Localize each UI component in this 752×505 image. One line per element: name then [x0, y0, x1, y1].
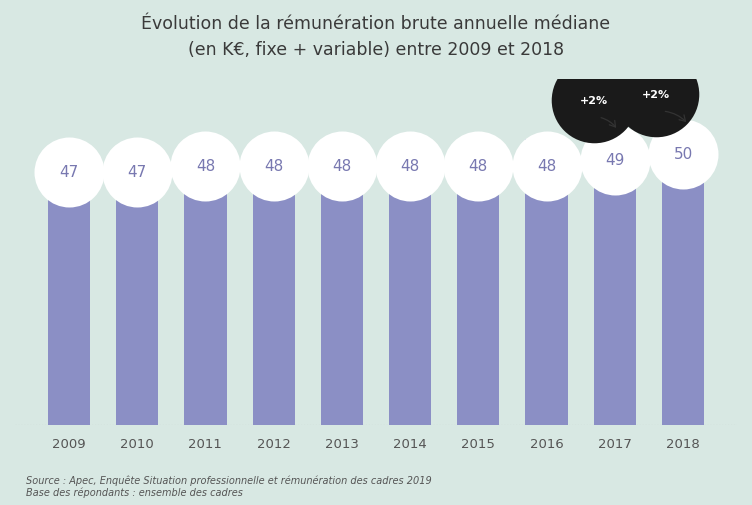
- Text: +2%: +2%: [641, 90, 670, 100]
- Point: [404, 163, 416, 171]
- Bar: [593, 134, 636, 426]
- Point: [541, 163, 553, 171]
- Text: 47: 47: [59, 165, 79, 180]
- Bar: [184, 140, 226, 426]
- Point: [336, 163, 348, 171]
- Text: 48: 48: [537, 159, 556, 174]
- Text: 48: 48: [468, 159, 488, 174]
- Bar: [321, 140, 363, 426]
- Text: +2%: +2%: [581, 96, 608, 106]
- Point: [268, 163, 280, 171]
- Point: [131, 169, 143, 177]
- Bar: [116, 146, 159, 426]
- Point: [609, 157, 621, 165]
- Bar: [48, 146, 90, 426]
- Text: Source : Apec, Enquête Situation professionnelle et rémunération des cadres 2019: Source : Apec, Enquête Situation profess…: [26, 475, 432, 497]
- Point: [677, 150, 689, 159]
- Point: [199, 163, 211, 171]
- Title: Évolution de la rémunération brute annuelle médiane
(en K€, fixe + variable) ent: Évolution de la rémunération brute annue…: [141, 15, 611, 59]
- Text: 47: 47: [128, 165, 147, 180]
- Text: 49: 49: [605, 153, 624, 168]
- Bar: [389, 140, 431, 426]
- Text: 48: 48: [196, 159, 215, 174]
- Bar: [457, 140, 499, 426]
- Text: 48: 48: [332, 159, 351, 174]
- Text: 50: 50: [673, 147, 693, 162]
- Point: [650, 91, 662, 99]
- Point: [472, 163, 484, 171]
- Bar: [662, 128, 704, 426]
- Bar: [253, 140, 295, 426]
- Point: [63, 169, 75, 177]
- Text: 48: 48: [401, 159, 420, 174]
- Text: 48: 48: [264, 159, 284, 174]
- Point: [588, 97, 600, 105]
- Bar: [526, 140, 568, 426]
